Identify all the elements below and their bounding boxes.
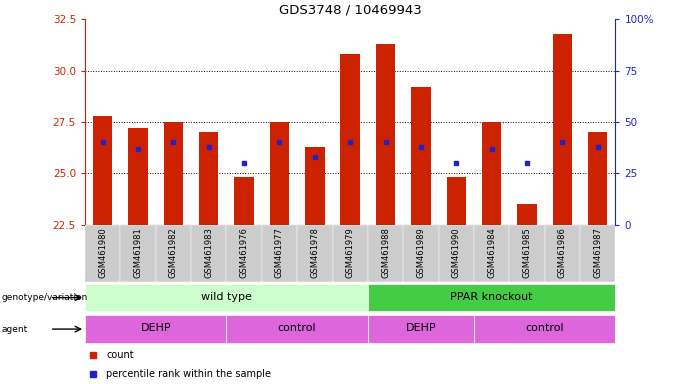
Bar (368, 315, 474, 343)
Text: GSM461987: GSM461987 (593, 227, 602, 278)
Bar (411, 87, 430, 225)
Bar (376, 44, 395, 225)
Bar (164, 122, 183, 225)
Bar (333, 225, 368, 282)
Text: GSM461977: GSM461977 (275, 227, 284, 278)
Bar (85, 315, 226, 343)
Bar (85, 225, 120, 282)
Text: GSM461986: GSM461986 (558, 227, 567, 278)
Text: DEHP: DEHP (140, 323, 171, 333)
Bar (93, 116, 112, 225)
Bar (553, 33, 572, 225)
Text: GSM461988: GSM461988 (381, 227, 390, 278)
Text: GSM461983: GSM461983 (204, 227, 214, 278)
Bar (545, 225, 580, 282)
Bar (447, 177, 466, 225)
Bar (517, 204, 537, 225)
Bar (474, 315, 615, 343)
Bar (156, 225, 191, 282)
Title: GDS3748 / 10469943: GDS3748 / 10469943 (279, 3, 422, 17)
Text: GSM461989: GSM461989 (416, 227, 426, 278)
Bar (235, 177, 254, 225)
Bar (341, 54, 360, 225)
Text: DEHP: DEHP (405, 323, 437, 333)
Text: GSM461980: GSM461980 (98, 227, 107, 278)
Text: GSM461984: GSM461984 (487, 227, 496, 278)
Bar (85, 284, 368, 311)
Text: GSM461982: GSM461982 (169, 227, 178, 278)
Bar (120, 225, 156, 282)
Text: GSM461981: GSM461981 (133, 227, 143, 278)
Bar (474, 225, 509, 282)
Bar (191, 225, 226, 282)
Text: GSM461976: GSM461976 (239, 227, 249, 278)
Text: GSM461978: GSM461978 (310, 227, 320, 278)
Bar (305, 147, 324, 225)
Bar (580, 225, 615, 282)
Text: genotype/variation: genotype/variation (1, 293, 88, 302)
Bar (226, 315, 368, 343)
Bar (226, 225, 262, 282)
Bar (262, 225, 297, 282)
Text: agent: agent (1, 324, 28, 334)
Bar (588, 132, 607, 225)
Bar (297, 225, 333, 282)
Text: GSM461979: GSM461979 (345, 227, 355, 278)
Bar (129, 128, 148, 225)
Text: count: count (106, 350, 134, 360)
Text: control: control (526, 323, 564, 333)
Bar (199, 132, 218, 225)
Bar (482, 122, 501, 225)
Text: PPAR knockout: PPAR knockout (450, 292, 533, 302)
Bar (403, 225, 439, 282)
Bar (368, 225, 403, 282)
Text: percentile rank within the sample: percentile rank within the sample (106, 369, 271, 379)
Bar (368, 284, 615, 311)
Text: wild type: wild type (201, 292, 252, 302)
Text: GSM461990: GSM461990 (452, 227, 461, 278)
Bar (270, 122, 289, 225)
Text: control: control (278, 323, 316, 333)
Bar (509, 225, 545, 282)
Bar (439, 225, 474, 282)
Text: GSM461985: GSM461985 (522, 227, 532, 278)
